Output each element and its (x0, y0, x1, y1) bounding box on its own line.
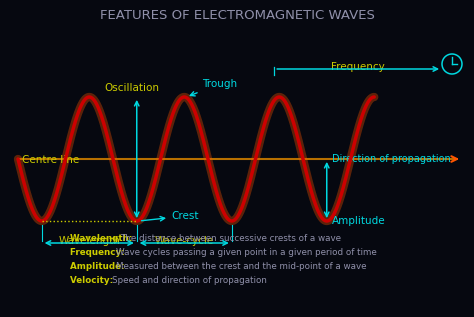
Text: Oscillation: Oscillation (104, 83, 159, 93)
Text: Crest: Crest (142, 211, 199, 221)
Text: Speed and direction of propagation: Speed and direction of propagation (112, 276, 267, 285)
Text: Wave-cycle: Wave-cycle (155, 236, 214, 246)
Text: Velocity:: Velocity: (70, 276, 116, 285)
Text: FEATURES OF ELECTROMAGNETIC WAVES: FEATURES OF ELECTROMAGNETIC WAVES (100, 9, 374, 22)
Text: Frequency:: Frequency: (70, 248, 128, 257)
Text: Centre line: Centre line (22, 155, 79, 165)
Text: Amplitude:: Amplitude: (70, 262, 128, 271)
Text: The distance between successive crests of a wave: The distance between successive crests o… (120, 234, 341, 243)
Text: Amplitude: Amplitude (332, 216, 385, 226)
Text: Wave cycles passing a given point in a given period of time: Wave cycles passing a given point in a g… (116, 248, 377, 257)
Text: Wavelength:: Wavelength: (70, 234, 136, 243)
Text: Measured between the crest and the mid-point of a wave: Measured between the crest and the mid-p… (116, 262, 367, 271)
Text: Trough: Trough (190, 79, 237, 96)
Text: Wavelength: Wavelength (58, 236, 120, 246)
Text: Direction of propagation: Direction of propagation (332, 154, 450, 164)
Text: Frequency: Frequency (331, 62, 385, 72)
